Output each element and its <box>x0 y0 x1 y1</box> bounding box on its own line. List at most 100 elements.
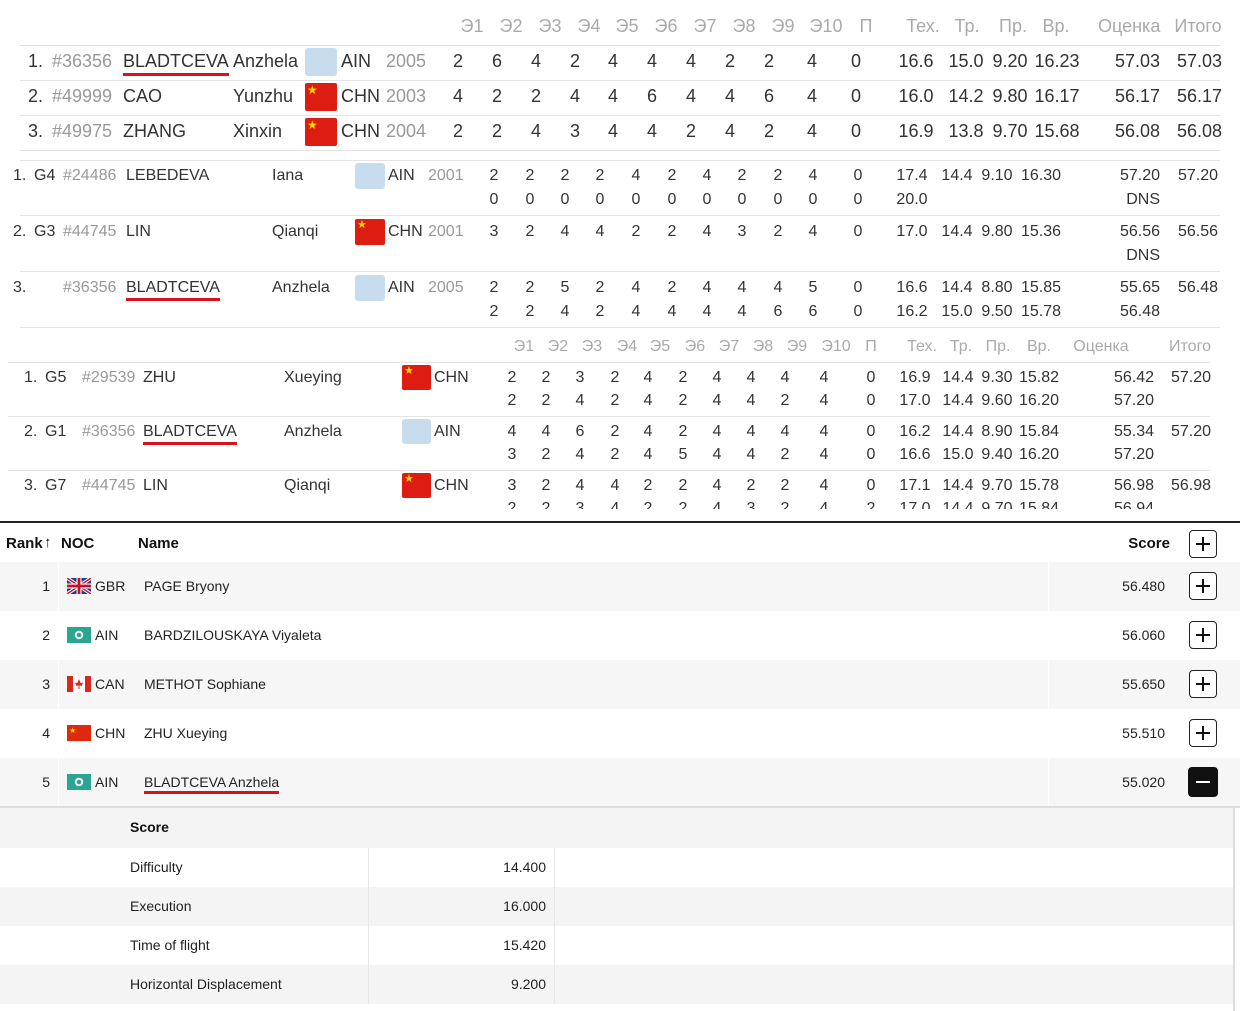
total: 57.03 <box>1176 51 1222 71</box>
athlete-name[interactable]: METHOT Sophiane <box>144 676 266 692</box>
judge-score: 3 <box>569 121 580 141</box>
athlete-surname[interactable]: LIN <box>126 223 151 240</box>
arrow-up-icon[interactable]: ↑ <box>44 534 52 551</box>
judge-score: 4 <box>819 446 829 463</box>
judge-score: 4 <box>560 303 570 320</box>
result-row[interactable] <box>0 611 1240 660</box>
cell-divider <box>1048 562 1049 611</box>
judge-score: 4 <box>806 121 817 141</box>
athlete-firstname: Xinxin <box>233 121 283 141</box>
result-row[interactable] <box>0 709 1240 758</box>
expand-row-button[interactable] <box>1189 621 1217 649</box>
athlete-firstname: Anzhela <box>272 279 330 296</box>
athlete-id: #24486 <box>63 167 117 184</box>
tech-score: 16.9 <box>898 121 934 141</box>
athlete-surname[interactable]: BLADTCEVA <box>143 423 237 445</box>
expand-row-button[interactable] <box>1189 670 1217 698</box>
judge-score: 3 <box>507 477 517 494</box>
cell-divider <box>368 887 369 926</box>
column-header: Э8 <box>752 338 774 355</box>
athlete-surname[interactable]: LIN <box>143 477 168 494</box>
detail-panel-border <box>0 806 1240 808</box>
judge-score: 5 <box>560 279 570 296</box>
column-header: Вр. <box>1026 338 1051 355</box>
result-row[interactable] <box>0 660 1240 709</box>
tr-score: 14.4 <box>941 223 973 240</box>
cell-divider <box>554 887 555 926</box>
judge-score: 2 <box>525 167 535 184</box>
judge-score: 4 <box>806 51 817 71</box>
judge-score: 4 <box>724 121 735 141</box>
noc-code: AIN <box>95 627 119 643</box>
column-header: Пр. <box>985 338 1011 355</box>
neutral-athlete-flag-icon <box>67 774 91 790</box>
tr-score: 14.4 <box>941 167 973 184</box>
rank: 2. <box>13 223 27 240</box>
athlete-surname[interactable]: BLADTCEVA <box>123 51 229 76</box>
penalty: 0 <box>850 86 861 106</box>
rank-header[interactable]: Rank <box>6 535 43 552</box>
judge-score: 6 <box>646 86 657 106</box>
judge-score: 4 <box>780 423 790 440</box>
judge-score: 2 <box>737 167 747 184</box>
result-row[interactable] <box>0 758 1240 807</box>
judge-score: 0 <box>808 191 818 208</box>
expand-row-button[interactable] <box>1189 572 1217 600</box>
judge-score: 0 <box>667 191 677 208</box>
noc-code: AIN <box>341 51 372 71</box>
column-header: Э7 <box>693 16 717 36</box>
tr-score: 15.0 <box>941 303 973 320</box>
judge-score: 4 <box>452 86 463 106</box>
flag-star-icon: ★ <box>357 219 367 231</box>
athlete-surname[interactable]: ZHU <box>143 369 176 386</box>
rank: 4 <box>42 725 50 741</box>
penalty: 0 <box>853 167 863 184</box>
judge-score: 4 <box>819 423 829 440</box>
column-header: Оценка <box>1098 16 1161 36</box>
judge-score: 2 <box>525 303 535 320</box>
judge-score: 0 <box>489 191 499 208</box>
total: 56.08 <box>1176 121 1222 141</box>
judge-score: 6 <box>808 303 818 320</box>
athlete-name[interactable]: BLADTCEVA Anzhela <box>144 774 280 794</box>
collapse-row-button[interactable] <box>1188 767 1218 797</box>
judge-score: 4 <box>631 167 641 184</box>
judge-score: 3 <box>575 369 585 386</box>
detail-label: Time of flight <box>130 937 210 953</box>
athlete-surname[interactable]: LEBEDEVA <box>126 167 210 184</box>
judge-score: 2 <box>685 121 696 141</box>
column-header: Э1 <box>513 338 535 355</box>
expand-row-button[interactable] <box>1189 719 1217 747</box>
score: 56.56 <box>1119 223 1160 240</box>
athlete-name[interactable]: ZHU Xueying <box>144 725 228 741</box>
athlete-firstname: Yunzhu <box>233 86 294 106</box>
judge-score: 2 <box>452 121 463 141</box>
cell-divider <box>1048 611 1049 660</box>
noc-code: GBR <box>95 578 126 594</box>
score: 57.03 <box>1114 51 1160 71</box>
judge-score: 4 <box>575 392 585 409</box>
athlete-name[interactable]: PAGE Bryony <box>144 578 230 594</box>
judge-score: 2 <box>595 279 605 296</box>
rank: 3. <box>24 477 38 494</box>
judge-score: 4 <box>575 477 585 494</box>
athlete-firstname: Xueying <box>284 369 342 386</box>
judge-score: 0 <box>525 191 535 208</box>
expand-all-button[interactable] <box>1189 530 1217 558</box>
tech-score: 17.1 <box>899 477 931 494</box>
penalty: 0 <box>866 477 876 494</box>
judge-score: 2 <box>516 500 576 518</box>
athlete-surname[interactable]: CAO <box>123 86 163 106</box>
tech-score: 16.2 <box>899 423 931 440</box>
vr-score: 15.84 <box>1018 423 1060 440</box>
athlete-name[interactable]: BARDZILOUSKAYA Viyaleta <box>144 627 322 643</box>
result-row[interactable] <box>0 562 1240 611</box>
column-header: Э4 <box>577 16 601 36</box>
vr-score: 16.20 <box>1018 446 1060 463</box>
judge-score: 2 <box>541 392 551 409</box>
score: 56.060 <box>1122 627 1165 643</box>
athlete-surname[interactable]: ZHANG <box>123 121 186 141</box>
athlete-surname[interactable]: BLADTCEVA <box>126 279 220 301</box>
row-divider <box>20 150 1220 151</box>
screenshot-separator <box>0 521 1240 523</box>
